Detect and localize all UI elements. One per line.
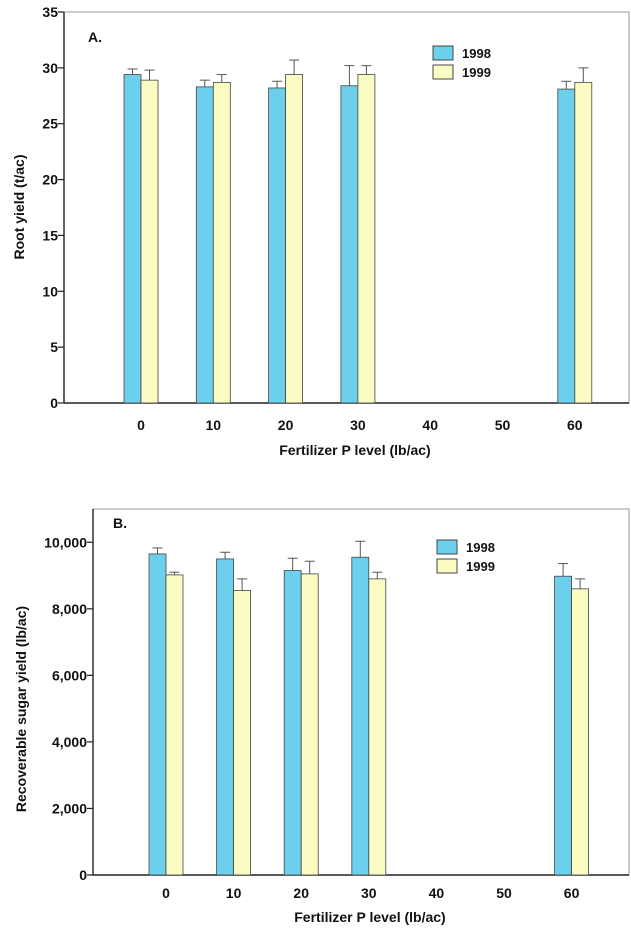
panel-a-y-tick-label: 0 [50,395,58,411]
panel-a-y-tick-label: 5 [50,339,58,355]
panel-a-legend-label-1999: 1999 [462,65,491,80]
panel-b-y-tick-label: 0 [79,867,87,883]
panel-a-legend-label-1998: 1998 [462,46,491,61]
panel-b-y-tick-label: 8,000 [52,601,87,617]
panel-a-legend-swatch-1999 [432,64,454,80]
panel-a-x-tick-label: 10 [206,417,222,433]
panel-b-bar-1999-10 [233,590,252,876]
panel-b-y-tick-label: 6,000 [52,667,87,683]
panel-b-bar-1999-20 [300,573,319,876]
panel-b-legend-label-1999: 1999 [466,559,495,574]
panel-a-y-tick-label: 20 [42,172,58,188]
panel-b-label: B. [113,515,127,531]
panel-b-y-axis-title: Recoverable sugar yield (lb/ac) [13,606,29,812]
panel-a-x-axis-title: Fertilizer P level (lb/ac) [279,442,430,458]
panel-b-bar-1999-30 [368,578,387,876]
panel-a-y-tick-label: 30 [42,60,58,76]
panel-a-x-ticks: 0 10 20 30 40 50 60 [137,417,583,433]
panel-a-y-tick-label: 10 [42,283,58,299]
panel-a-bar-1998-20 [268,87,287,404]
panel-a-legend: 1998 1999 [432,45,491,80]
panel-a-label: A. [88,29,102,45]
panel-a-bar-1998-30 [340,85,359,404]
panel-a-y-tick-label: 35 [42,4,58,20]
panel-b-bar-1998-10 [216,558,235,876]
panel-b-x-tick-label: 0 [162,885,170,901]
panel-a-x-tick-label: 60 [567,417,583,433]
panel-b-bar-1998-60 [554,575,572,876]
panel-b-bar-1998-0 [148,553,167,876]
panel-b-legend-label-1998: 1998 [466,540,495,555]
panel-a-x-tick-label: 40 [422,417,438,433]
panel-a-y-axis-title: Root yield (t/ac) [11,154,27,259]
panel-b-x-axis-title: Fertilizer P level (lb/ac) [294,909,445,925]
panel-a-bar-1999-0 [140,79,159,404]
panel-b-x-tick-label: 40 [429,885,445,901]
panel-a-x-tick-label: 50 [495,417,511,433]
panel-a-x-tick-label: 0 [137,417,145,433]
panel-b-y-tick-label: 2,000 [52,800,87,816]
panel-a-bar-1999-60 [574,81,593,404]
panel-b-chart: B. 0 2,000 4,000 6,000 8,000 10,000 0 10 20 30 40… [13,508,630,925]
panel-b-bar-1999-0 [165,574,184,876]
panel-a-x-tick-label: 30 [350,417,366,433]
panel-a-legend-swatch-1998 [432,45,454,61]
panel-b-y-tick-label: 10,000 [44,534,87,550]
panel-b-x-tick-label: 60 [564,885,580,901]
panel-b-x-tick-label: 20 [293,885,309,901]
panel-b-legend: 1998 1999 [436,539,495,574]
panel-a-y-tick-label: 25 [42,116,58,132]
panel-a-bar-1999-30 [357,74,376,404]
panel-a-chart: A. 0 5 10 15 20 25 30 35 0 10 20 30 40 50 60 Fertiliz… [11,4,630,458]
panel-b-bars [148,540,589,876]
panel-b-x-tick-label: 10 [226,885,242,901]
panel-a-bar-1999-10 [212,81,231,404]
panel-b-x-tick-label: 50 [496,885,512,901]
panel-b-bar-1998-30 [351,556,370,876]
panel-a-bar-1998-10 [195,86,214,404]
panel-a-y-tick-label: 15 [42,227,58,243]
panel-b-y-tick-label: 4,000 [52,734,87,750]
panel-a-bars [123,59,593,404]
panel-a-bar-1998-60 [557,88,576,404]
panel-a-x-tick-label: 20 [278,417,294,433]
panel-b-x-tick-label: 30 [361,885,377,901]
panel-b-legend-swatch-1998 [436,539,458,555]
panel-b-legend-swatch-1999 [436,558,458,574]
panel-b-x-ticks: 0 10 20 30 40 50 60 [162,885,579,901]
panel-a-bar-1998-0 [123,74,142,404]
panel-b-bar-1999-60 [571,588,589,876]
panel-a-bar-1999-20 [285,74,304,404]
panel-b-bar-1998-20 [283,570,302,876]
